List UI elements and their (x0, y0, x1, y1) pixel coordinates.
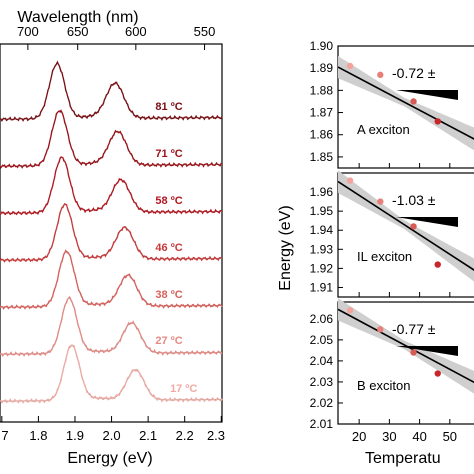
subplot-frame (337, 172, 474, 298)
temperature-label: 17 ºC (170, 383, 197, 395)
spectrum-line (0, 344, 223, 404)
temperature-label: 27 ºC (155, 335, 182, 347)
slope-triangle (396, 217, 458, 227)
fit-confidence-band (338, 170, 474, 282)
temperature-tick-label: 40 (412, 429, 426, 444)
temperature-label: 46 ºC (155, 242, 182, 254)
wavelength-axis-title: Wavelength (nm) (17, 9, 138, 26)
exciton-label: A exciton (357, 122, 410, 137)
data-point (346, 307, 354, 314)
temperature-tick-label: 50 (443, 429, 457, 444)
temperature-tick-label: 20 (352, 429, 366, 444)
energy-axis-ylabel: Energy (eV) (277, 205, 294, 290)
spectrum-line (0, 60, 223, 122)
slope-text: -0.77 ± (392, 321, 436, 337)
data-point (377, 71, 384, 79)
energy-tick-label: 1.9 (66, 428, 84, 443)
energy-tick-label: 1.90 (310, 39, 334, 53)
energy-tick-label: 1.93 (310, 242, 334, 256)
slope-text: -0.72 ± (392, 65, 436, 81)
data-point (434, 370, 441, 377)
wavelength-tick-label: 700 (17, 24, 39, 39)
temperature-label: 81 ºC (155, 101, 182, 113)
data-point (410, 98, 417, 105)
data-point (377, 326, 384, 333)
temperature-label: 38 ºC (155, 289, 182, 301)
subplot-3: 2.06 2.05 2.04 2.03 2.02 2.01 -0.77 ± B exciton (310, 298, 474, 431)
energy-tick-label: 1.8 (29, 428, 47, 443)
data-point (346, 62, 354, 70)
spectrum-line (0, 295, 223, 358)
spectra-plot-frame (0, 43, 223, 423)
wavelength-tick-label: 600 (125, 24, 147, 39)
temperature-label: 58 ºC (155, 195, 182, 207)
energy-tick-label: 1.88 (310, 83, 334, 97)
energy-tick-label: 1.85 (310, 150, 334, 164)
temperature-label: 71 ºC (155, 148, 182, 160)
energy-tick-label: 2.06 (310, 312, 334, 326)
energy-tick-label: 1.86 (310, 128, 334, 142)
exciton-label: B exciton (357, 378, 410, 393)
data-point (346, 177, 354, 184)
data-point (377, 198, 384, 205)
energy-tick-label: 2.3 (207, 428, 225, 443)
energy-tick-label: 2.04 (310, 354, 334, 368)
energy-tick-label: 2.0 (103, 428, 121, 443)
slope-triangle (396, 90, 458, 100)
energy-vs-temperature-panel: Energy (eV) Temperatu 1.901.891.881.871.… (277, 39, 474, 467)
energy-tick-label: 7 (1, 428, 8, 443)
energy-tick-label: 2.03 (310, 375, 334, 389)
fit-line (337, 66, 474, 140)
slope-text: -1.03 ± (392, 192, 436, 208)
slope-triangle (396, 346, 458, 356)
spectrum-fit-line (0, 63, 222, 120)
wavelength-tick-label: 650 (67, 24, 89, 39)
spectrum-line (0, 249, 223, 311)
spectrum-line (0, 156, 223, 216)
wavelength-tick-label: 550 (194, 24, 216, 39)
data-point (410, 223, 417, 230)
spectra-panel: Wavelength (nm) Energy (eV) 700 650 600 550… (0, 9, 225, 467)
energy-tick-label: 1.94 (310, 223, 334, 237)
energy-tick-label: 2.2 (176, 428, 194, 443)
subplot-frame (337, 301, 474, 425)
data-point (434, 118, 441, 125)
energy-tick-label: 2.1 (139, 428, 157, 443)
energy-tick-label: 1.87 (310, 106, 334, 120)
energy-tick-label: 1.89 (310, 61, 334, 75)
energy-tick-label: 2.05 (310, 333, 334, 347)
energy-tick-label: 1.96 (310, 185, 334, 199)
energy-tick-label: 1.91 (310, 280, 334, 294)
exciton-label: IL exciton (357, 249, 412, 264)
temperature-axis-title: Temperatu (365, 450, 441, 467)
energy-tick-label: 2.01 (310, 417, 334, 431)
subplot-1: 1.90 1.89 1.88 1.87 1.86 1.85 -0.72 ± A exciton (310, 39, 474, 169)
data-point (410, 349, 417, 356)
spectrum-line (0, 202, 223, 263)
energy-tick-label: 1.95 (310, 204, 334, 218)
subplot-frame (337, 45, 474, 169)
energy-tick-label: 1.92 (310, 261, 334, 275)
energy-axis-title: Energy (eV) (67, 450, 152, 467)
temperature-tick-labels: 20 30 40 50 (352, 429, 457, 444)
energy-tick-label: 2.02 (310, 396, 334, 410)
data-point (434, 261, 441, 268)
spectrum-line (0, 109, 223, 169)
subplot-2: 1.96 1.95 1.94 1.93 1.92 1.91 -1.03 ± IL excito… (310, 170, 474, 298)
fit-line (337, 180, 474, 271)
temperature-tick-label: 30 (382, 429, 396, 444)
